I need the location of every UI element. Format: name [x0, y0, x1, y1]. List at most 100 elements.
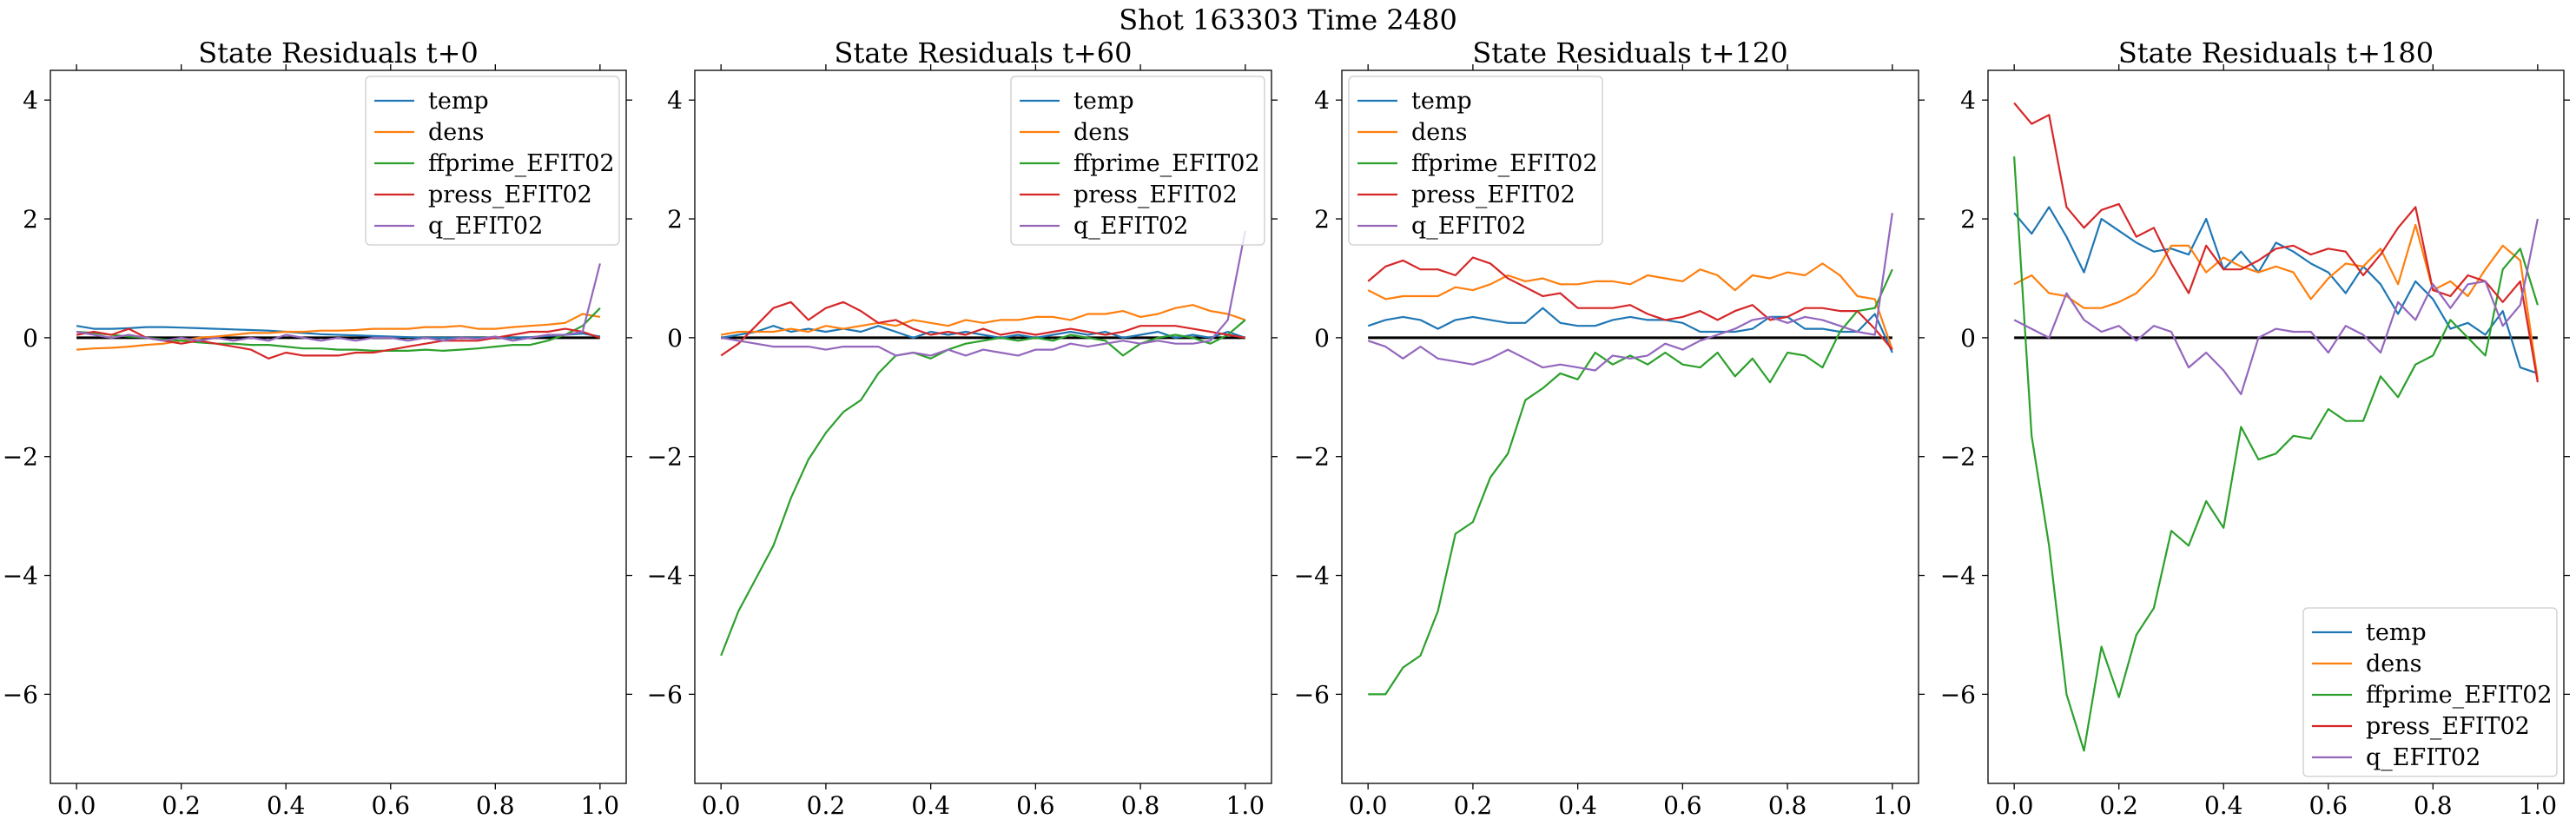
- plot-area: [2013, 102, 2539, 752]
- legend-label: press_EFIT02: [428, 182, 592, 208]
- x-tick-label: 0.4: [267, 791, 306, 819]
- legend-label: temp: [1073, 88, 1134, 115]
- x-tick-label: 0.0: [702, 791, 741, 819]
- y-tick-label: −6: [1940, 680, 1976, 709]
- x-tick-label: 0.6: [2309, 791, 2348, 819]
- legend-label: ffprime_EFIT02: [1073, 150, 1260, 177]
- subplot-title: State Residuals t+120: [1472, 36, 1787, 69]
- axes-frame: [1987, 69, 2565, 784]
- legend-label: q_EFIT02: [1411, 213, 1526, 240]
- x-tick-label: 0.8: [476, 791, 515, 819]
- plot-area: [720, 230, 1246, 657]
- legend-label: ffprime_EFIT02: [2366, 682, 2553, 709]
- legend-label: ffprime_EFIT02: [1411, 150, 1598, 177]
- series-line-dens: [1367, 262, 1893, 350]
- subplot-1: State Residuals t+0 0.0 0.2 0.4 0.6 0.8 1.0 −6 −…: [3, 36, 632, 819]
- subplot-3: State Residuals t+120 0.0 0.2 0.4 0.6 0.8 1.0 −…: [1294, 36, 1925, 819]
- y-tick-label: −4: [3, 562, 38, 591]
- series-line-temp: [1367, 307, 1893, 353]
- series-line-dens: [76, 313, 601, 351]
- legend-box: [1348, 76, 1603, 246]
- legend: temp dens ffprime_EFIT02 press_EFIT02 q_EFIT…: [1348, 76, 1603, 246]
- subplot-title: State Residuals t+60: [835, 36, 1133, 69]
- x-tick-label: 0.4: [911, 791, 950, 819]
- y-tick-label: −2: [3, 443, 38, 472]
- legend: temp dens ffprime_EFIT02 press_EFIT02 q_EFIT…: [1010, 76, 1265, 246]
- x-tick-label: 0.8: [2414, 791, 2453, 819]
- y-tick-label: 0: [1960, 324, 1976, 353]
- series-line-temp: [2013, 206, 2539, 374]
- y-tick-label: 4: [23, 86, 38, 115]
- x-tick-label: 0.2: [2099, 791, 2138, 819]
- x-tick-label: 0.4: [2204, 791, 2243, 819]
- legend-label: temp: [2366, 619, 2427, 646]
- plot-area: [1367, 213, 1893, 696]
- series-line-ffprime-efit02: [720, 319, 1246, 657]
- x-tick-label: 1.0: [1873, 791, 1912, 819]
- y-tick-label: −2: [647, 443, 683, 472]
- series-line-ffprime-efit02: [1368, 268, 1893, 696]
- legend-box: [365, 76, 620, 246]
- plot-area: [76, 263, 601, 360]
- x-tick-label: 0.6: [372, 791, 411, 819]
- axes-frame: [694, 69, 1272, 784]
- x-tick-label: 0.0: [57, 791, 96, 819]
- y-tick-label: −4: [647, 562, 683, 591]
- subplot-4: State Residuals t+180 0.0 0.2 0.4 0.6 0.8 1.0 −…: [1940, 36, 2570, 819]
- axes-frame: [1341, 69, 1919, 784]
- legend-label: press_EFIT02: [2366, 713, 2530, 740]
- x-tick-label: 0.2: [1454, 791, 1493, 819]
- series-line-ffprime-efit02: [76, 307, 601, 352]
- x-tick-label: 1.0: [1226, 791, 1265, 819]
- series-line-dens: [2013, 223, 2539, 380]
- subplot-2: State Residuals t+60 0.0 0.2 0.4 0.6 0.8 1.0 −6…: [647, 36, 1278, 819]
- y-tick-label: 2: [1960, 205, 1976, 234]
- y-tick-label: 0: [23, 324, 38, 353]
- y-tick-label: −6: [3, 680, 38, 709]
- legend-label: q_EFIT02: [1073, 213, 1188, 240]
- legend-label: dens: [428, 119, 485, 146]
- subplot-title: State Residuals t+0: [198, 36, 479, 69]
- axes-frame: [50, 69, 627, 784]
- legend: temp dens ffprime_EFIT02 press_EFIT02 q_EFIT…: [2302, 607, 2558, 777]
- legend-label: ffprime_EFIT02: [428, 150, 615, 177]
- y-tick-label: 2: [667, 205, 683, 234]
- series-line-q-efit02: [721, 230, 1246, 357]
- y-tick-label: −2: [1940, 443, 1976, 472]
- y-tick-label: 2: [1314, 205, 1330, 234]
- y-tick-label: −2: [1294, 443, 1330, 472]
- legend-box: [1010, 76, 1265, 246]
- series-line-press-efit02: [2013, 102, 2539, 383]
- x-tick-label: 0.2: [807, 791, 846, 819]
- x-tick-label: 0.8: [1768, 791, 1807, 819]
- x-tick-label: 0.6: [1016, 791, 1055, 819]
- legend-label: dens: [1411, 119, 1468, 146]
- series-line-dens: [721, 304, 1246, 336]
- subplot-title: State Residuals t+180: [2118, 36, 2434, 69]
- series-line-temp: [721, 325, 1246, 339]
- x-tick-label: 0.8: [1121, 791, 1160, 819]
- y-tick-label: 4: [667, 86, 683, 115]
- y-tick-label: 4: [1314, 86, 1330, 115]
- y-tick-label: 4: [1960, 86, 1976, 115]
- x-tick-label: 0.4: [1558, 791, 1597, 819]
- series-line-q-efit02: [76, 263, 601, 342]
- legend-label: q_EFIT02: [2366, 744, 2480, 771]
- y-tick-label: −4: [1294, 562, 1330, 591]
- series-line-press-efit02: [720, 301, 1245, 357]
- x-tick-label: 0.0: [1995, 791, 2034, 819]
- legend-label: dens: [2366, 651, 2422, 677]
- series-line-press-efit02: [1367, 256, 1893, 351]
- y-tick-label: 2: [23, 205, 38, 234]
- legend-label: temp: [428, 88, 489, 115]
- series-line-temp: [76, 325, 601, 339]
- x-tick-label: 1.0: [2519, 791, 2558, 819]
- legend: temp dens ffprime_EFIT02 press_EFIT02 q_EFIT…: [365, 76, 620, 246]
- figure-suptitle: Shot 163303 Time 2480: [1119, 3, 1457, 36]
- legend-label: q_EFIT02: [428, 213, 543, 240]
- x-tick-label: 0.0: [1349, 791, 1388, 819]
- x-tick-label: 1.0: [581, 791, 620, 819]
- legend-label: temp: [1411, 88, 1472, 115]
- y-tick-label: −6: [1294, 680, 1330, 709]
- legend-label: dens: [1073, 119, 1130, 146]
